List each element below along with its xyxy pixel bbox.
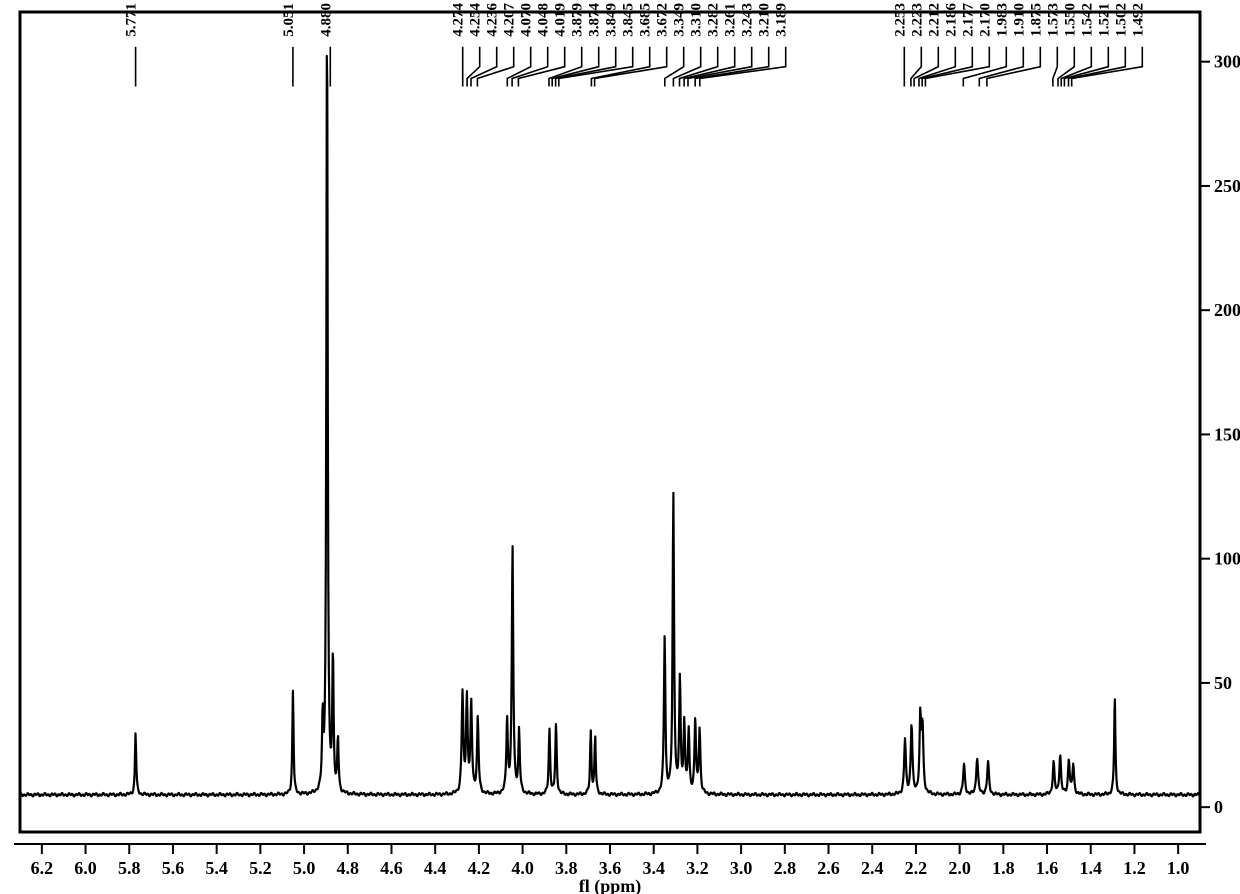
x-tick-label: 2.0 [948, 858, 971, 878]
x-tick-label: 3.8 [555, 858, 578, 878]
y-tick-label: 200 [1214, 300, 1240, 320]
peak-label-connector [665, 47, 684, 87]
x-tick-label: 2.4 [861, 858, 884, 878]
x-tick-label: 2.2 [905, 858, 928, 878]
peak-label: 1.492 [1130, 3, 1146, 37]
y-tick-label: 0 [1214, 797, 1223, 817]
peak-label: 1.875 [1028, 3, 1044, 37]
x-tick-label: 5.8 [118, 858, 141, 878]
x-tick-label: 1.4 [1079, 858, 1102, 878]
peak-label: 4.236 [485, 3, 501, 37]
peak-label: 3.849 [604, 3, 620, 37]
x-tick-label: 3.4 [642, 858, 665, 878]
peak-label: 4.880 [318, 3, 334, 37]
peak-label: 3.874 [587, 3, 603, 37]
peak-label-connector [673, 47, 700, 87]
y-tick-label: 150 [1214, 424, 1240, 444]
x-tick-label: 2.8 [774, 858, 797, 878]
x-tick-label: 1.0 [1167, 858, 1190, 878]
x-tick-label: 4.4 [424, 858, 447, 878]
peak-label: 3.189 [774, 3, 790, 37]
spectrum-trace [20, 56, 1200, 796]
peak-label: 4.254 [468, 3, 484, 37]
peak-label: 4.207 [502, 3, 518, 37]
peak-label: 3.845 [621, 3, 637, 37]
peak-label: 1.910 [1011, 3, 1027, 37]
peak-label: 3.243 [740, 3, 756, 37]
peak-label: 2.186 [943, 3, 959, 37]
y-tick-label: 100 [1214, 549, 1240, 569]
x-tick-label: 3.0 [730, 858, 753, 878]
nmr-figure-container: 6.2 6.0 5.8 5.6 5.4 5.2 5.0 4.8 4.6 4.4 4.2 4.0 3.8 3… [0, 0, 1240, 894]
peak-label: 2.212 [926, 3, 942, 37]
x-tick-label: 5.2 [249, 858, 272, 878]
peak-label-connector [591, 47, 649, 87]
peak-label: 3.210 [757, 3, 773, 37]
x-tick-label: 5.0 [293, 858, 316, 878]
nmr-svg: 6.2 6.0 5.8 5.6 5.4 5.2 5.0 4.8 4.6 4.4 4.2 4.0 3.8 3… [0, 0, 1240, 894]
peak-label: 2.223 [909, 3, 925, 37]
y-tick-label: 50 [1214, 673, 1232, 693]
x-tick-label: 2.6 [817, 858, 840, 878]
x-tick-label: 6.0 [74, 858, 97, 878]
x-axis-label: fl (ppm) [579, 876, 642, 894]
y-tick-label: 250 [1214, 176, 1240, 196]
x-tick-label: 1.6 [1036, 858, 1059, 878]
peak-label: 1.502 [1113, 3, 1129, 37]
peak-label: 3.349 [672, 3, 688, 37]
peak-label: 2.170 [977, 3, 993, 37]
x-tick-label: 3.2 [686, 858, 709, 878]
peak-label-connector [680, 47, 718, 87]
peak-label-connector [688, 47, 752, 87]
peak-label: 4.048 [536, 3, 552, 37]
x-tick-label: 3.6 [599, 858, 622, 878]
peak-label: 3.282 [706, 3, 722, 37]
peak-label: 5.771 [124, 3, 140, 37]
peak-label: 1.550 [1062, 3, 1078, 37]
peak-label: 2.253 [892, 3, 908, 37]
peak-label: 4.070 [519, 3, 535, 37]
x-tick-label: 4.8 [337, 858, 360, 878]
peak-label: 3.879 [570, 3, 586, 37]
peak-label-connector [1053, 47, 1057, 87]
peak-label-connector [987, 47, 1040, 87]
peak-label-connector [1061, 47, 1091, 87]
peak-label: 3.261 [723, 3, 739, 37]
peak-label-connector [1069, 47, 1126, 87]
peak-label: 4.019 [553, 3, 569, 37]
peak-label: 3.685 [638, 3, 654, 37]
peak-label-connector [700, 47, 786, 87]
x-tick-label: 4.6 [380, 858, 403, 878]
peak-label: 3.672 [655, 3, 671, 37]
x-tick-label: 5.6 [162, 858, 185, 878]
peak-label-connector [518, 47, 564, 87]
plot-frame [20, 12, 1200, 832]
peak-label-connector [922, 47, 972, 87]
x-tick-label: 1.8 [992, 858, 1015, 878]
x-tick-label: 4.2 [468, 858, 491, 878]
y-tick-label: 300 [1214, 52, 1240, 72]
peak-label: 2.177 [960, 3, 976, 37]
x-tick-label: 1.2 [1123, 858, 1146, 878]
peak-label: 1.983 [994, 3, 1010, 37]
peak-label: 1.573 [1045, 3, 1061, 37]
peak-label-connector [471, 47, 497, 87]
peak-label: 1.542 [1079, 3, 1095, 37]
peak-label: 1.521 [1096, 3, 1112, 37]
x-tick-label: 6.2 [31, 858, 54, 878]
peak-label: 5.051 [281, 3, 297, 37]
x-tick-label: 5.4 [205, 858, 228, 878]
x-tick-label: 4.0 [511, 858, 534, 878]
peak-label: 3.310 [689, 3, 705, 37]
peak-label: 4.274 [451, 3, 467, 37]
peak-label-connector [684, 47, 735, 87]
